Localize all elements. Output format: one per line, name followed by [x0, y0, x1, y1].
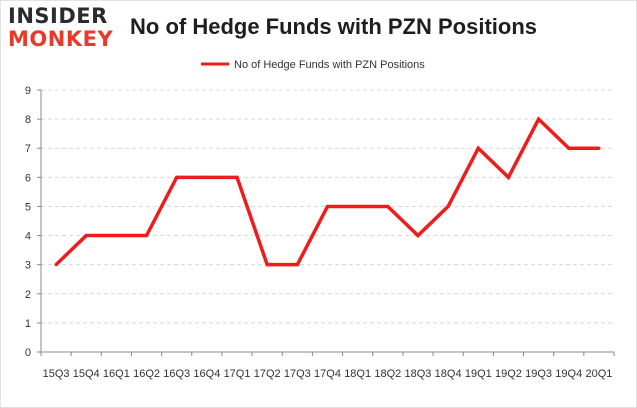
- data-point: [54, 263, 58, 267]
- data-point: [416, 233, 420, 238]
- y-tick-label: 0: [25, 347, 31, 359]
- data-point: [356, 204, 360, 209]
- x-tick-label: 19Q1: [465, 368, 492, 380]
- y-tick-label: 6: [25, 172, 31, 184]
- x-tick-label: 17Q2: [254, 368, 281, 380]
- x-tick-label: 18Q1: [344, 368, 371, 380]
- y-tick-label: 9: [25, 85, 31, 97]
- x-tick-label: 19Q4: [555, 368, 582, 380]
- y-tick-label: 4: [25, 231, 31, 243]
- y-tick-label: 5: [25, 201, 31, 213]
- legend: No of Hedge Funds with PZN Positions: [201, 59, 425, 71]
- data-point: [114, 233, 118, 238]
- data-point: [295, 263, 299, 267]
- x-tick-label: 16Q3: [163, 368, 190, 380]
- x-tick-label: 19Q3: [525, 368, 552, 380]
- data-point: [235, 175, 239, 179]
- y-tick-label: 1: [25, 318, 31, 330]
- data-point: [567, 146, 571, 150]
- x-tick-label: 18Q4: [435, 368, 462, 380]
- x-tick-label: 15Q4: [73, 368, 100, 380]
- data-point: [205, 175, 209, 179]
- data-point: [325, 204, 330, 209]
- data-point: [446, 204, 450, 209]
- data-point: [144, 233, 149, 238]
- chart-title: No of Hedge Funds with PZN Positions: [130, 14, 537, 39]
- x-tick-label: 19Q2: [495, 368, 522, 380]
- data-point: [597, 146, 601, 150]
- data-point: [84, 233, 88, 238]
- x-tick-label: 16Q1: [103, 368, 130, 380]
- x-tick-label: 16Q2: [133, 368, 160, 380]
- x-tick-label: 15Q3: [43, 368, 70, 380]
- x-tick-label: 16Q4: [193, 368, 220, 380]
- x-tick-label: 18Q3: [405, 368, 432, 380]
- y-tick-label: 2: [25, 289, 31, 301]
- x-tick-label: 17Q1: [224, 368, 251, 380]
- insider-monkey-logo: INSIDER MONKEY: [8, 6, 118, 52]
- data-point: [476, 146, 480, 150]
- x-tick-label: 17Q3: [284, 368, 311, 380]
- data-point: [506, 175, 511, 179]
- data-point: [537, 117, 541, 121]
- x-tick-label: 18Q2: [374, 368, 401, 380]
- x-tick-label: 20Q1: [585, 368, 612, 380]
- x-tick-label: 17Q4: [314, 368, 341, 380]
- legend-label: No of Hedge Funds with PZN Positions: [234, 59, 425, 71]
- data-point: [265, 263, 269, 267]
- data-point: [386, 204, 390, 209]
- logo-line-2: MONKEY: [8, 27, 114, 51]
- logo-line-1: INSIDER: [8, 4, 108, 28]
- y-tick-label: 7: [25, 143, 31, 155]
- series-line: [54, 116, 599, 267]
- data-point: [175, 175, 179, 179]
- y-tick-label: 8: [25, 114, 31, 126]
- y-tick-label: 3: [25, 260, 31, 272]
